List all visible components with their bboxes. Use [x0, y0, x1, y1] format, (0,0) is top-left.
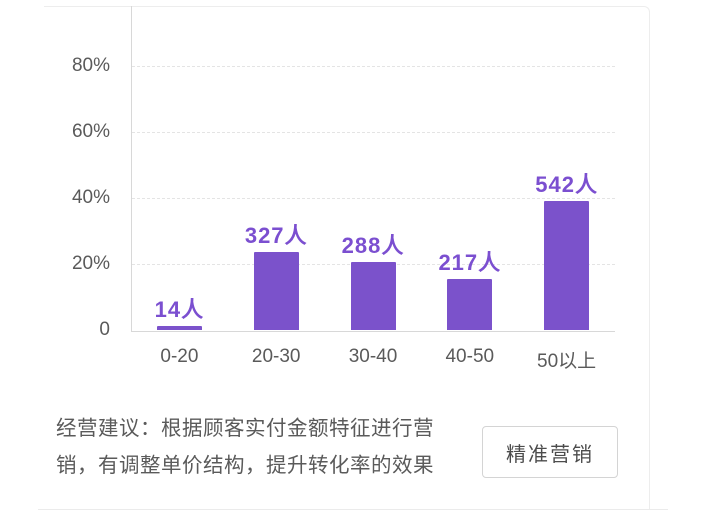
- bar-value-label-40-50: 217人: [438, 250, 502, 275]
- y-tick-label-20: 20%: [71, 253, 110, 274]
- gridline-60: [132, 132, 615, 133]
- gridline-40: [132, 198, 615, 199]
- x-axis-line: [131, 331, 615, 332]
- bar-20-30: [253, 252, 299, 330]
- precision-marketing-button[interactable]: 精准营销: [482, 426, 618, 478]
- bar-value-label-20-30: 327人: [244, 223, 308, 248]
- suggestion-text: 经营建议：根据顾客实付金额特征进行营 销，有调整单价结构，提升转化率的效果: [56, 410, 456, 484]
- bar-value-label-50以上: 542人: [535, 172, 598, 197]
- suggestion-line-2: 销，有调整单价结构，提升转化率的效果: [56, 454, 434, 477]
- gridline-80: [132, 66, 615, 67]
- suggestion-line-1: 经营建议：根据顾客实付金额特征进行营: [56, 417, 434, 440]
- x-tick-label-20-30: 20-30: [251, 346, 301, 367]
- x-tick-label-0-20: 0-20: [160, 346, 199, 367]
- bottom-divider: [38, 509, 668, 510]
- bar-value-label-30-40: 288人: [341, 233, 405, 258]
- x-tick-label-30-40: 30-40: [348, 346, 398, 367]
- bar-30-40: [350, 262, 396, 330]
- y-tick-label-40: 40%: [71, 187, 110, 208]
- y-tick-label-60: 60%: [71, 121, 110, 142]
- bar-value-label-0-20: 14人: [154, 297, 205, 322]
- y-axis-line: [131, 6, 132, 331]
- bar-50以上: [544, 201, 590, 330]
- bar-0-20: [156, 326, 202, 330]
- x-tick-label-50以上: 50以上: [537, 351, 597, 372]
- y-tick-label-0: 0: [99, 319, 110, 340]
- y-tick-label-80: 80%: [71, 55, 110, 76]
- bar-40-50: [447, 279, 493, 330]
- x-tick-label-40-50: 40-50: [445, 346, 495, 367]
